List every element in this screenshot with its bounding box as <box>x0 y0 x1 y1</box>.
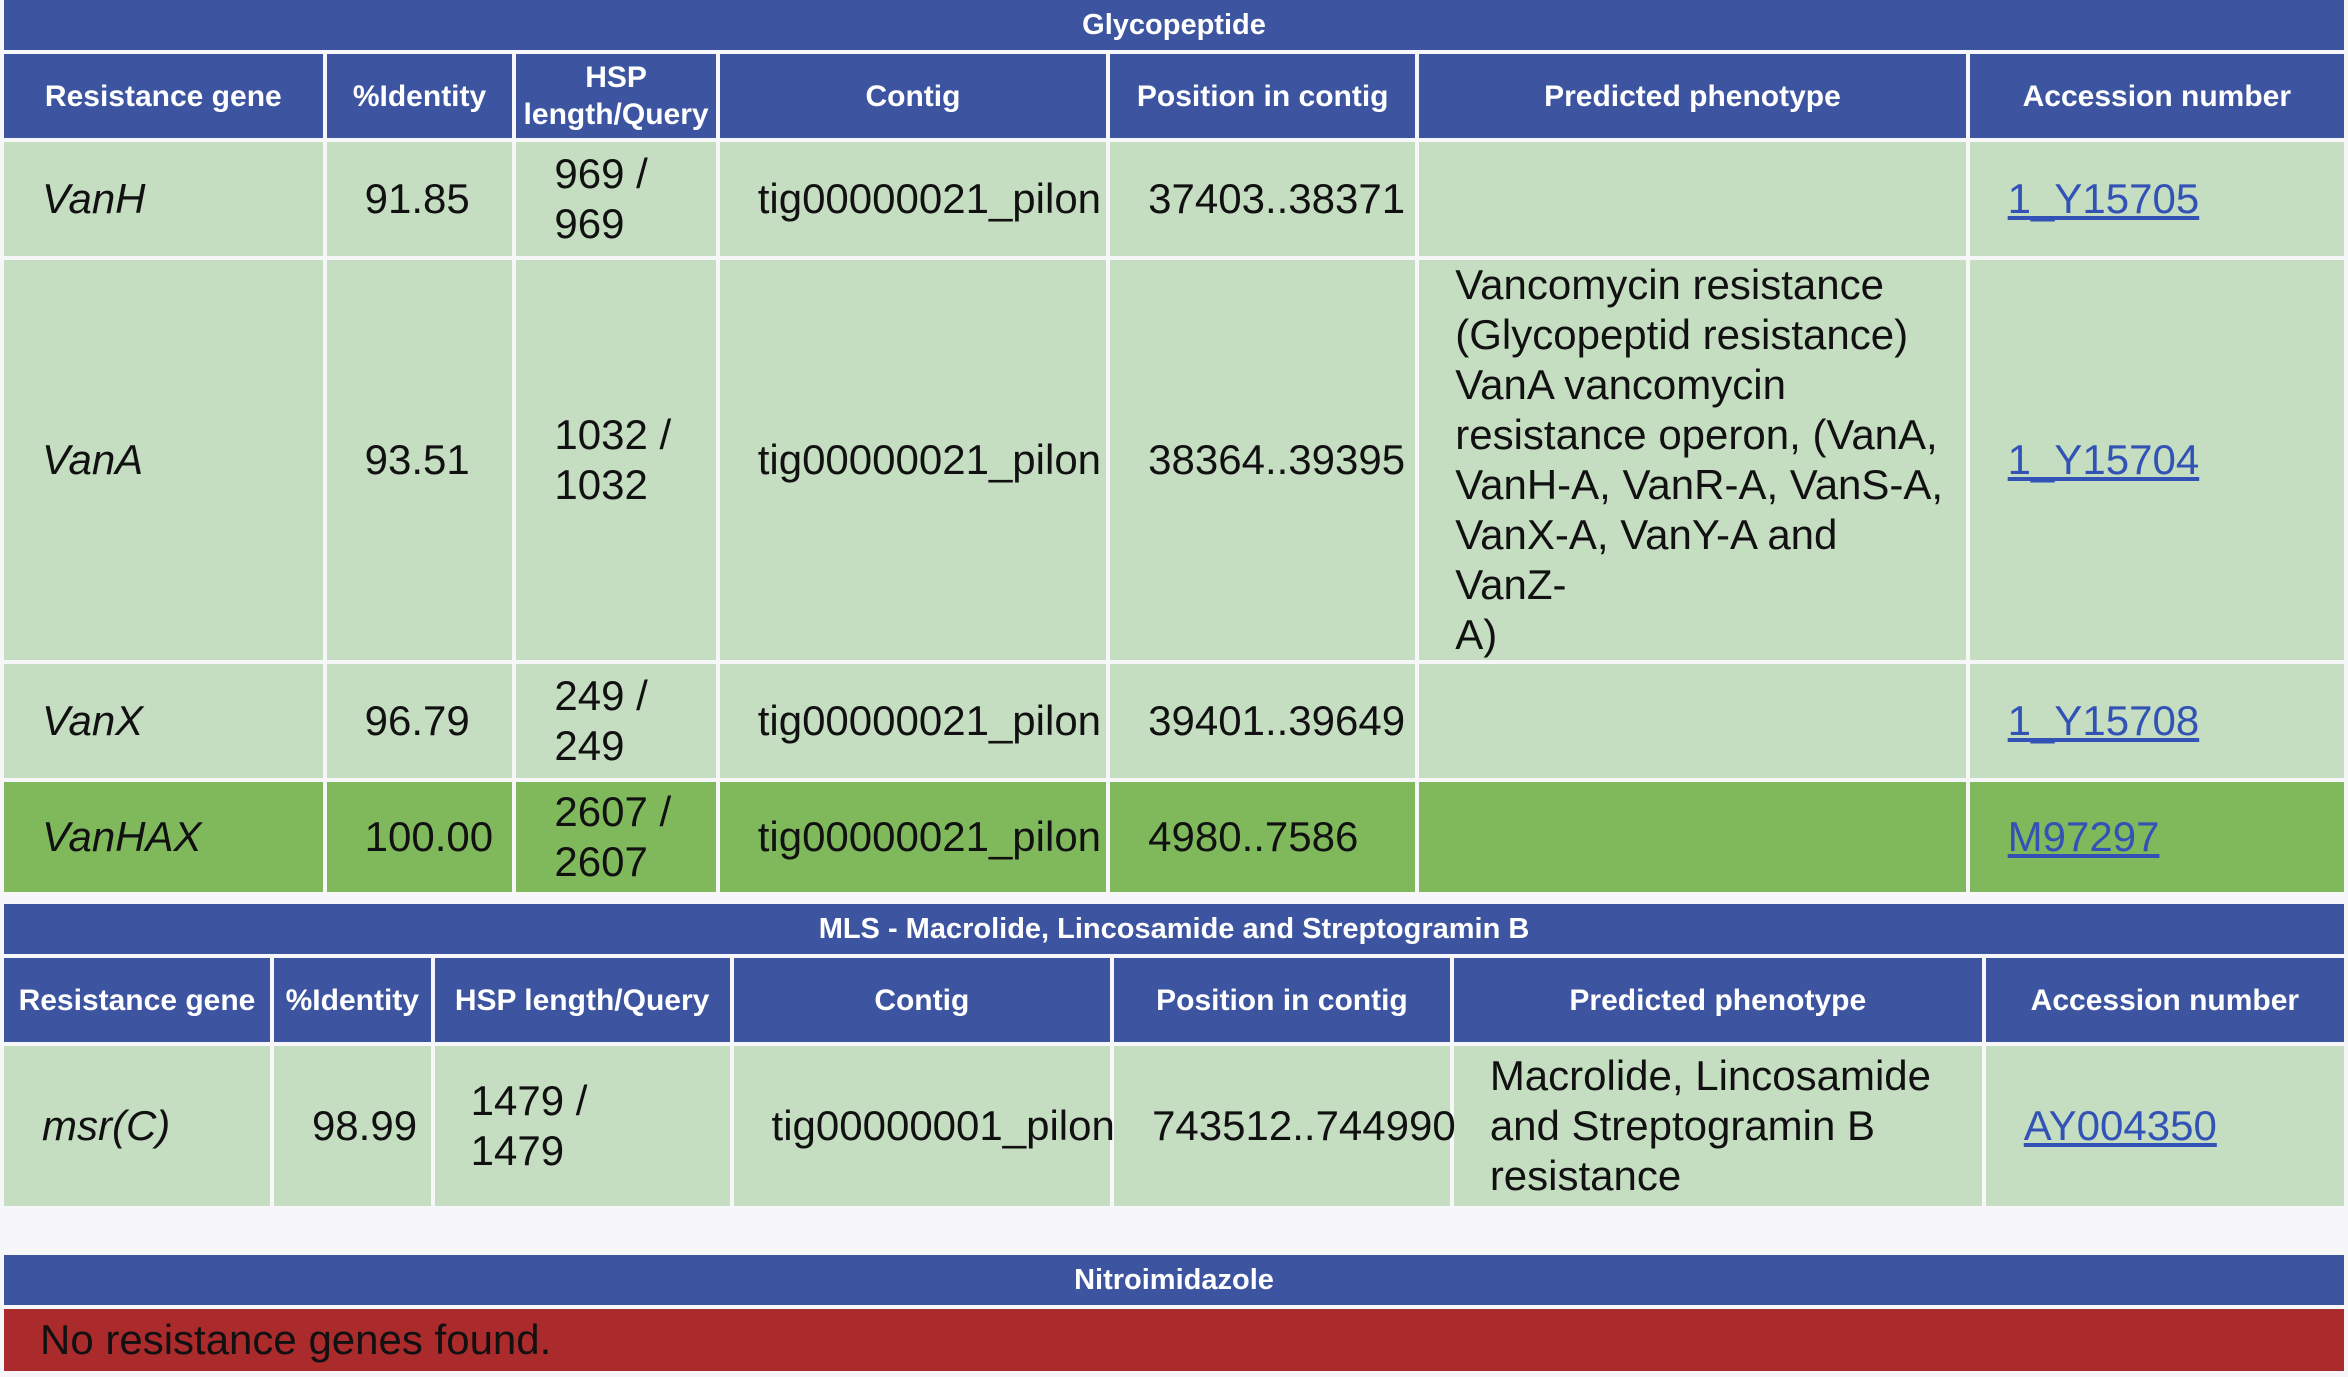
accession-cell: M97297 <box>1969 782 2344 892</box>
phenotype-cell <box>1419 664 1966 778</box>
hsp-line: 1479 <box>470 1127 565 1174</box>
table-row: msr(C) 98.99 1479 /1479 tig00000001_pilo… <box>4 1046 2344 1206</box>
gene-cell: msr(C) <box>4 1046 270 1206</box>
phenotype-line: VanX-A, VanY-A and VanZ- <box>1455 511 1838 608</box>
gene-cell: VanX <box>4 664 323 778</box>
column-header: Position in contig <box>1114 958 1450 1042</box>
hsp-line: 249 <box>554 722 625 769</box>
mls-table: MLS - Macrolide, Lincosamide and Strepto… <box>0 900 2348 1210</box>
accession-cell: 1_Y15705 <box>1969 142 2344 256</box>
column-header: %Identity <box>273 958 431 1042</box>
mls-section: MLS - Macrolide, Lincosamide and Strepto… <box>0 900 2348 1210</box>
column-header: HSP length/Query <box>434 958 730 1042</box>
table-row: VanH 91.85 969 /969 tig00000021_pilon 37… <box>4 142 2344 256</box>
hsp-cell: 249 /249 <box>516 664 716 778</box>
header-row: Resistance gene %Identity HSP length/Que… <box>4 958 2344 1042</box>
phenotype-cell <box>1419 782 1966 892</box>
header-row: Resistance gene %Identity HSP length/Que… <box>4 54 2344 138</box>
phenotype-line: VanA vancomycin <box>1455 361 1786 408</box>
phenotype-line: and Streptogramin B <box>1489 1102 1876 1149</box>
column-header: %Identity <box>326 54 513 138</box>
accession-cell: AY004350 <box>1985 1046 2344 1206</box>
column-header: Predicted phenotype <box>1419 54 1966 138</box>
column-header: HSP length/Query <box>516 54 716 138</box>
glycopeptide-table: Glycopeptide Resistance gene %Identity H… <box>4 0 2344 892</box>
hsp-line: 1032 <box>554 461 648 508</box>
accession-link[interactable]: M97297 <box>2007 813 2160 860</box>
gene-cell: VanH <box>4 142 323 256</box>
column-header: Accession number <box>1969 54 2344 138</box>
column-header: Resistance gene <box>4 958 270 1042</box>
hsp-cell: 2607 /2607 <box>516 782 716 892</box>
contig-cell: tig00000021_pilon <box>719 664 1107 778</box>
column-header: Resistance gene <box>4 54 323 138</box>
hsp-line: 1032 / <box>554 411 672 458</box>
hsp-cell: 969 /969 <box>516 142 716 256</box>
hsp-cell: 1032 /1032 <box>516 260 716 660</box>
column-header: Contig <box>719 54 1107 138</box>
table-row: VanA 93.51 1032 /1032 tig00000021_pilon … <box>4 260 2344 660</box>
identity-cell: 100.00 <box>326 782 513 892</box>
identity-cell: 91.85 <box>326 142 513 256</box>
column-header: Contig <box>733 958 1111 1042</box>
phenotype-cell <box>1419 142 1966 256</box>
position-cell: 39401..39649 <box>1110 664 1416 778</box>
phenotype-line: A) <box>1455 611 1498 658</box>
position-cell: 38364..39395 <box>1110 260 1416 660</box>
position-cell: 37403..38371 <box>1110 142 1416 256</box>
table-row-highlighted: VanHAX 100.00 2607 /2607 tig00000021_pil… <box>4 782 2344 892</box>
accession-cell: 1_Y15708 <box>1969 664 2344 778</box>
section-title: Glycopeptide <box>4 0 2344 50</box>
phenotype-line: Vancomycin resistance <box>1455 261 1884 308</box>
phenotype-line: Macrolide, Lincosamide <box>1489 1052 1932 1099</box>
accession-link[interactable]: AY004350 <box>2023 1102 2217 1149</box>
hsp-line: 2607 <box>554 838 648 885</box>
phenotype-line: resistance <box>1489 1152 1682 1199</box>
identity-cell: 93.51 <box>326 260 513 660</box>
hsp-line: 2607 / <box>554 788 672 835</box>
accession-link[interactable]: 1_Y15705 <box>2007 175 2200 222</box>
contig-cell: tig00000021_pilon <box>719 782 1107 892</box>
phenotype-line: resistance operon, (VanA, <box>1455 411 1938 458</box>
phenotype-cell: Macrolide, Lincosamide and Streptogramin… <box>1453 1046 1982 1206</box>
section-title: Nitroimidazole <box>4 1255 2344 1305</box>
identity-cell: 98.99 <box>273 1046 431 1206</box>
no-results-message: No resistance genes found. <box>4 1309 2344 1371</box>
gene-cell: VanHAX <box>4 782 323 892</box>
column-header: Position in contig <box>1110 54 1416 138</box>
hsp-cell: 1479 /1479 <box>434 1046 730 1206</box>
identity-cell: 96.79 <box>326 664 513 778</box>
nitroimidazole-section: Nitroimidazole No resistance genes found… <box>0 1251 2348 1375</box>
position-cell: 4980..7586 <box>1110 782 1416 892</box>
column-header: Accession number <box>1985 958 2344 1042</box>
hsp-line: 969 / <box>554 150 648 197</box>
nitroimidazole-table: Nitroimidazole No resistance genes found… <box>0 1251 2348 1375</box>
phenotype-line: VanH-A, VanR-A, VanS-A, <box>1455 461 1944 508</box>
accession-cell: 1_Y15704 <box>1969 260 2344 660</box>
contig-cell: tig00000021_pilon <box>719 260 1107 660</box>
accession-link[interactable]: 1_Y15708 <box>2007 697 2200 744</box>
gene-cell: VanA <box>4 260 323 660</box>
accession-link[interactable]: 1_Y15704 <box>2007 436 2200 483</box>
section-title: MLS - Macrolide, Lincosamide and Strepto… <box>4 904 2344 954</box>
contig-cell: tig00000021_pilon <box>719 142 1107 256</box>
phenotype-line: (Glycopeptid resistance) <box>1455 311 1909 358</box>
hsp-line: 249 / <box>554 672 648 719</box>
hsp-line: 1479 / <box>470 1077 588 1124</box>
contig-cell: tig00000001_pilon <box>733 1046 1115 1206</box>
column-header: Predicted phenotype <box>1453 958 1982 1042</box>
table-row: VanX 96.79 249 /249 tig00000021_pilon 39… <box>4 664 2344 778</box>
hsp-line: 969 <box>554 200 625 247</box>
glycopeptide-section: Glycopeptide Resistance gene %Identity H… <box>4 0 2344 892</box>
position-cell: 743512..744990 <box>1114 1046 1456 1206</box>
phenotype-cell: Vancomycin resistance (Glycopeptid resis… <box>1419 260 1966 660</box>
